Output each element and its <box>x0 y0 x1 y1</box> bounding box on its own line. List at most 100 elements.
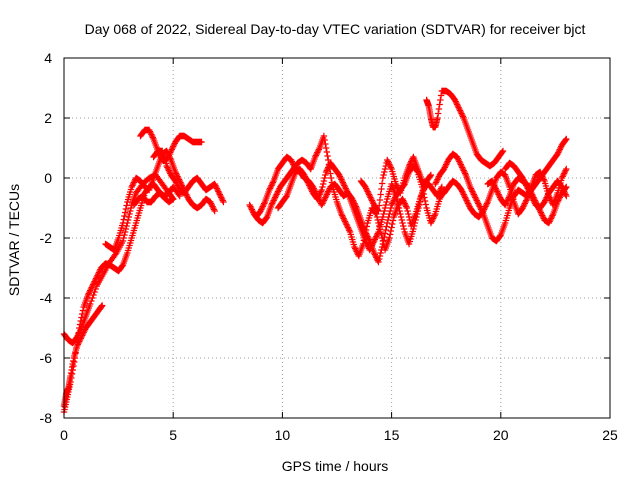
data-point <box>379 213 387 221</box>
data-point <box>496 232 504 240</box>
data-point <box>269 198 277 206</box>
data-point <box>89 294 96 302</box>
data-point <box>87 287 94 294</box>
y-tick-label: -8 <box>40 410 53 426</box>
data-point <box>314 194 322 201</box>
data-point <box>555 149 562 156</box>
data-point <box>386 207 394 215</box>
y-tick-label: -2 <box>40 230 53 246</box>
series-track-b <box>60 180 177 416</box>
data-point <box>385 213 392 221</box>
data-point <box>172 170 180 177</box>
data-point <box>342 185 349 192</box>
data-point <box>163 162 170 170</box>
data-point <box>377 191 384 198</box>
data-point <box>381 233 388 241</box>
data-point <box>167 149 174 156</box>
data-point <box>260 201 267 209</box>
data-point <box>422 182 430 190</box>
data-point <box>554 150 561 158</box>
data-point <box>453 101 461 108</box>
data-point <box>537 170 545 177</box>
data-point <box>381 165 389 173</box>
data-point <box>558 174 566 182</box>
data-point <box>542 195 550 203</box>
data-point <box>213 185 221 192</box>
data-point <box>405 213 413 221</box>
data-point <box>373 213 381 221</box>
data-point <box>416 201 423 209</box>
data-point <box>318 201 325 209</box>
data-point <box>521 179 529 186</box>
data-point <box>467 185 475 192</box>
data-point <box>457 161 464 168</box>
data-point <box>502 200 510 207</box>
data-point <box>340 215 347 222</box>
data-point <box>457 108 464 116</box>
data-point <box>320 177 328 185</box>
data-point <box>174 182 181 189</box>
data-point <box>421 197 429 205</box>
data-point <box>266 185 274 192</box>
data-point <box>314 149 321 156</box>
data-point <box>528 192 535 200</box>
data-point <box>523 183 531 191</box>
data-point <box>367 245 374 252</box>
data-point <box>413 213 420 221</box>
data-point <box>220 198 227 206</box>
data-point <box>73 344 80 352</box>
data-point <box>528 194 536 201</box>
data-point <box>411 219 419 227</box>
y-tick-label: 4 <box>44 50 52 66</box>
data-point <box>169 144 176 152</box>
data-point <box>394 201 402 209</box>
data-point <box>365 191 373 198</box>
data-point <box>455 156 462 164</box>
data-point <box>319 200 326 207</box>
data-point <box>381 230 389 237</box>
data-point <box>304 179 312 186</box>
data-point <box>170 195 177 203</box>
data-point <box>74 341 82 348</box>
data-point <box>505 194 513 201</box>
data-point <box>373 254 380 261</box>
data-point <box>397 213 405 221</box>
data-point <box>368 243 375 251</box>
data-point <box>562 191 569 198</box>
data-point <box>549 212 556 219</box>
data-point <box>311 153 319 161</box>
data-point <box>554 198 561 206</box>
data-point <box>345 225 352 233</box>
data-point <box>70 358 78 366</box>
data-point <box>376 252 384 260</box>
data-point <box>381 207 388 215</box>
data-point <box>453 99 460 107</box>
data-point <box>338 176 345 183</box>
data-point <box>341 216 348 224</box>
data-point <box>338 212 346 219</box>
data-point <box>164 164 171 171</box>
data-point <box>461 192 468 200</box>
data-point <box>473 197 480 204</box>
data-point <box>454 155 462 162</box>
data-point <box>317 189 324 197</box>
data-point <box>452 98 459 105</box>
data-point <box>368 197 376 204</box>
data-point <box>383 198 390 206</box>
data-point <box>210 206 218 213</box>
data-point <box>375 207 382 215</box>
data-point <box>433 177 440 185</box>
data-point <box>398 216 405 224</box>
data-point <box>538 171 545 179</box>
data-point <box>380 171 387 179</box>
data-point <box>547 215 555 222</box>
data-point <box>212 182 219 189</box>
data-point <box>539 174 547 182</box>
data-point <box>557 192 564 200</box>
data-point <box>258 206 265 213</box>
data-point <box>374 230 381 237</box>
data-point <box>459 188 466 195</box>
data-point <box>370 249 378 257</box>
data-point <box>207 198 214 206</box>
data-point <box>563 192 570 200</box>
